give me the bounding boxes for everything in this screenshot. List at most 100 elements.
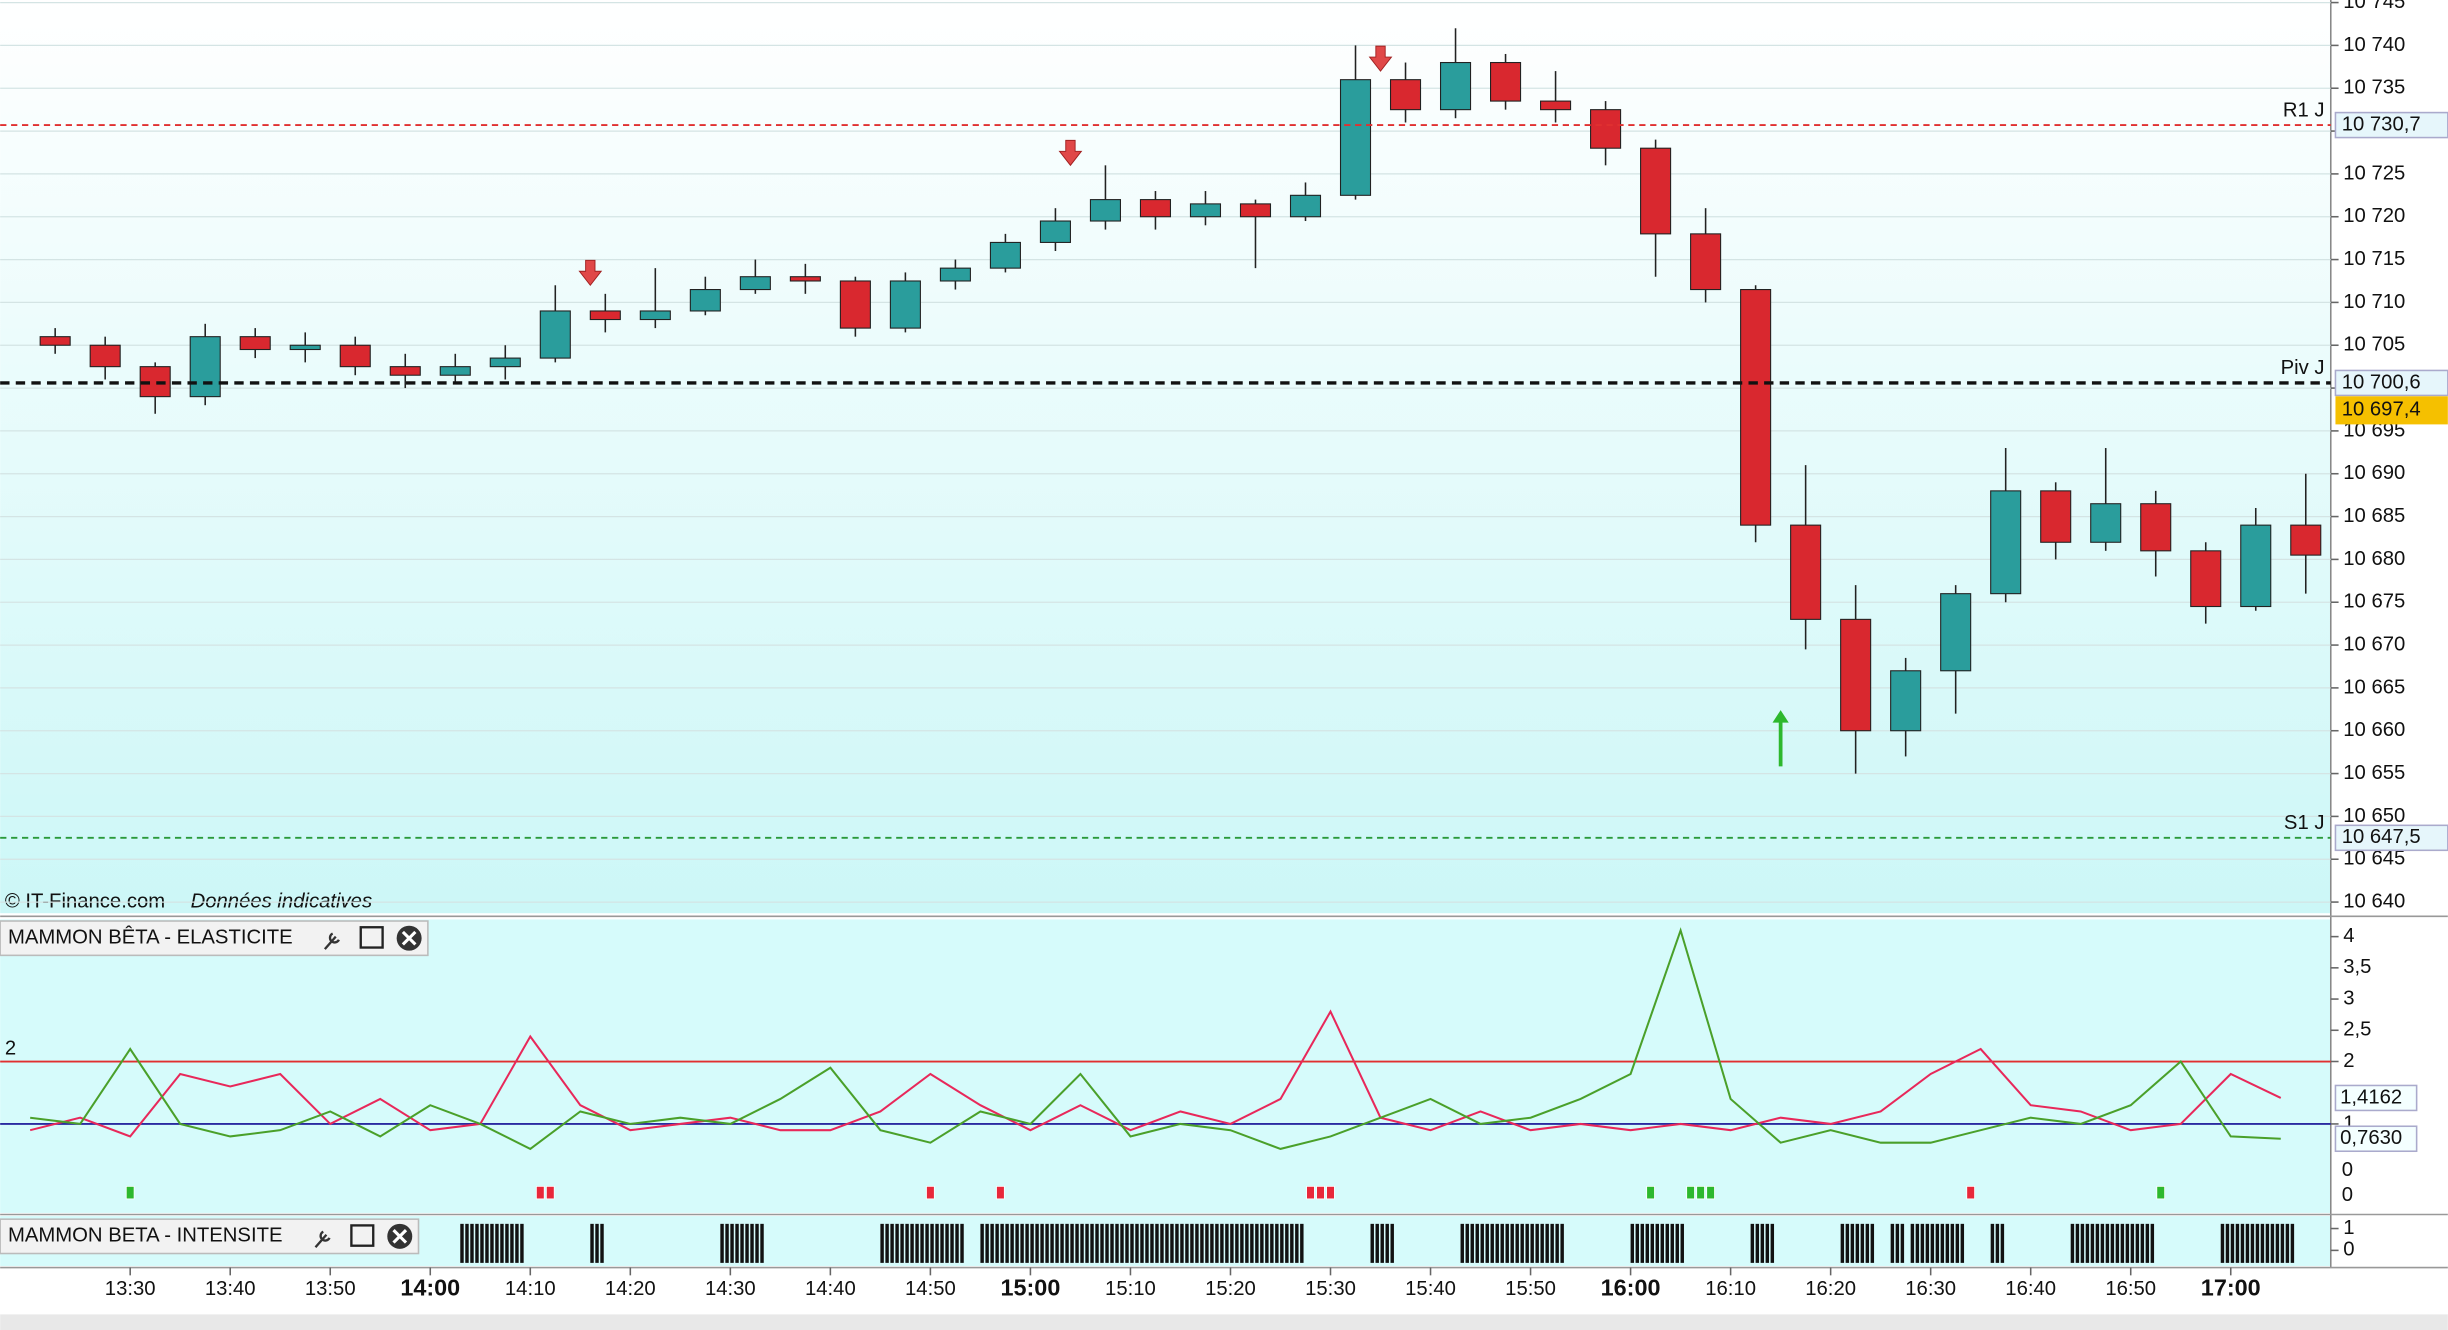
intensity-bar [1865, 1223, 1870, 1263]
intensity-bar [1185, 1223, 1189, 1263]
intensity-bar [930, 1223, 934, 1263]
intensity-bar [760, 1223, 764, 1263]
intensity-bar [1990, 1223, 1995, 1263]
x-tick-label: 13:40 [205, 1278, 256, 1300]
panel-tools[interactable] [314, 1223, 413, 1249]
intensity-bar [495, 1223, 499, 1263]
y-tick-label: 0 [2343, 1239, 2354, 1261]
intensity-bar [1655, 1223, 1659, 1263]
candle-body [639, 310, 671, 321]
intensity-bar [935, 1223, 939, 1263]
intensity-bar [1460, 1223, 1464, 1263]
intensity-bar [1910, 1223, 1915, 1263]
intensity-bar [490, 1223, 494, 1263]
intensity-bar [1050, 1223, 1054, 1263]
window-icon[interactable] [350, 1224, 375, 1247]
intensity-bar [885, 1223, 889, 1263]
signal-marker [1306, 1185, 1315, 1200]
y-tick-label: 10 735 [2343, 77, 2405, 99]
intensity-bar [1485, 1223, 1489, 1263]
intensity-bar [2080, 1223, 2085, 1263]
intensity-bar [1255, 1223, 1259, 1263]
last-price-box [2335, 396, 2448, 425]
main-panel [0, 0, 2331, 914]
x-tick-label: 16:10 [1705, 1278, 1756, 1300]
intensity-bar [1165, 1223, 1169, 1263]
intensity-bar [1940, 1223, 1945, 1263]
intensity-bar [1090, 1223, 1094, 1263]
x-tick-label: 17:00 [2201, 1275, 2261, 1301]
intensity-bar [1065, 1223, 1069, 1263]
candle-body [489, 357, 521, 368]
intensity-bar [2090, 1223, 2095, 1263]
x-tick-label: 14:30 [705, 1278, 756, 1300]
intensity-bar [1220, 1223, 1224, 1263]
intensity-bar [1890, 1223, 1895, 1263]
intensity-bar [1015, 1223, 1019, 1263]
level-name: S1 J [2284, 812, 2325, 834]
y-tick-label: 2,5 [2343, 1019, 2371, 1041]
intensity-bar [910, 1223, 914, 1263]
intensity-bar [1845, 1223, 1850, 1263]
candle-body [889, 280, 921, 329]
intensity-bar [1235, 1223, 1239, 1263]
intensity-bar [2110, 1223, 2115, 1263]
y-tick-label: 10 650 [2343, 805, 2405, 827]
signal-marker [1686, 1185, 1695, 1200]
signal-marker [926, 1185, 935, 1200]
intensity-bar [1995, 1223, 2000, 1263]
intensity-bar [1935, 1223, 1940, 1263]
intensity-bar [1105, 1223, 1109, 1263]
intensity-bar [1295, 1223, 1299, 1263]
intensity-bar [465, 1223, 469, 1263]
intensity-bar [1300, 1223, 1304, 1263]
intensity-bar [1000, 1223, 1004, 1263]
series-line [30, 927, 2281, 1151]
intensity-bar [1500, 1223, 1504, 1263]
intensity-bar [1465, 1223, 1469, 1263]
intensity-bar [1170, 1223, 1174, 1263]
candle-body [2240, 524, 2272, 608]
settings-icon[interactable] [323, 932, 340, 950]
signal-marker [996, 1185, 1005, 1200]
intensity-bar [1640, 1223, 1645, 1263]
intensity-bar [740, 1223, 744, 1263]
intensity-bar [1960, 1223, 1965, 1263]
intensity-bar [1505, 1223, 1509, 1263]
intensity-bar [1140, 1223, 1144, 1263]
intensity-bar [1070, 1223, 1074, 1263]
x-tick-label: 15:30 [1305, 1278, 1356, 1300]
signal-marker [1646, 1185, 1655, 1200]
candle-body [1389, 79, 1422, 111]
scrollbar[interactable] [0, 1314, 2448, 1330]
intensity-bar [1175, 1223, 1179, 1263]
intensity-bar [1095, 1223, 1099, 1263]
x-tick-label: 16:30 [1905, 1278, 1956, 1300]
intensity-bar [1895, 1223, 1900, 1263]
candle-body [39, 336, 71, 346]
intensity-bar [2070, 1223, 2075, 1263]
panel-tools[interactable] [323, 925, 422, 951]
intensity-bar [1160, 1223, 1164, 1263]
intensity-bar [2235, 1223, 2240, 1263]
intensity-bar [1925, 1223, 1930, 1263]
intensity-bar [1195, 1223, 1199, 1263]
signal-marker [125, 1185, 135, 1200]
intensity-bar [1055, 1223, 1059, 1263]
y-tick-label: 10 745 [2343, 0, 2405, 13]
intensity-bar [2095, 1223, 2100, 1263]
window-icon[interactable] [359, 926, 384, 949]
candle-body [89, 344, 121, 368]
candle-body [439, 366, 471, 376]
panel-title: MAMMON BÊTA - ELASTICITE [8, 926, 293, 949]
intensity-bar [1025, 1223, 1029, 1263]
intensity-bar [1520, 1223, 1524, 1263]
intensity-bar [1480, 1223, 1484, 1263]
y-tick-label: 10 660 [2343, 719, 2405, 741]
signal-zero-label: 0 [2342, 1184, 2353, 1206]
intensity-bar [1115, 1223, 1119, 1263]
intensity-bar [1515, 1223, 1519, 1263]
settings-icon[interactable] [314, 1230, 331, 1249]
candle-body [2290, 524, 2322, 556]
intensity-bar [895, 1223, 899, 1263]
